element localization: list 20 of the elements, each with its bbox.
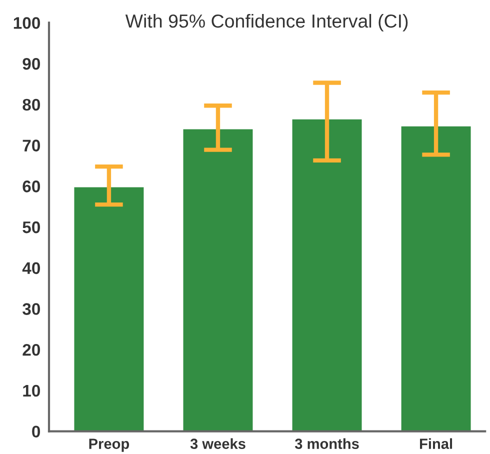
y-tick-label: 90 <box>22 58 40 70</box>
y-tick-label: 100 <box>14 17 40 29</box>
chart-subtitle: With 95% Confidence Interval (CI) <box>125 14 408 32</box>
bar <box>72 186 146 432</box>
x-tick-label: Preop <box>89 438 130 452</box>
y-tick-label: 30 <box>22 303 40 315</box>
y-tick-label: 0 <box>32 426 40 438</box>
y-tick-label: 70 <box>22 140 40 152</box>
bar <box>400 124 472 432</box>
y-tick-label: 40 <box>22 262 40 274</box>
y-tick-label: 60 <box>22 180 40 192</box>
y-tick-label: 50 <box>22 221 40 234</box>
x-tick-label: 3 weeks <box>190 438 246 449</box>
bar <box>182 128 254 432</box>
x-tick-label: Final <box>420 438 452 449</box>
bar <box>290 118 364 432</box>
y-tick-label: 80 <box>22 98 40 111</box>
x-tick-label: 3 months <box>294 438 359 449</box>
y-tick-label: 20 <box>22 344 40 356</box>
y-tick-label: 10 <box>23 384 40 397</box>
